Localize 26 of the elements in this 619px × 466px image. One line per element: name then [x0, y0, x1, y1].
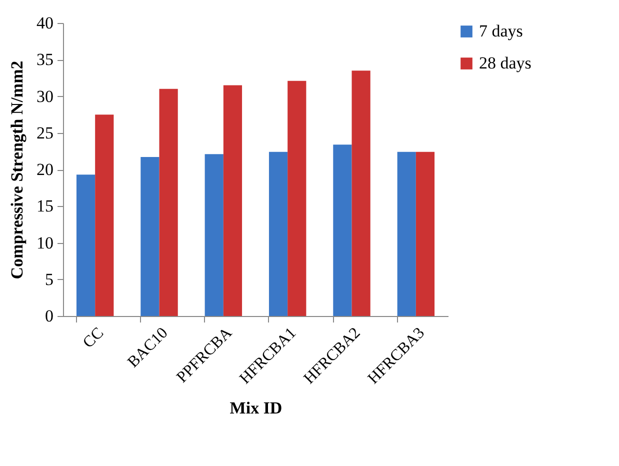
x-tick-label: CC — [80, 324, 108, 352]
y-tick-label: 15 — [36, 196, 54, 216]
bar — [204, 154, 224, 316]
y-tick-label: 35 — [36, 50, 54, 70]
bar — [397, 152, 416, 316]
x-axis-title: Mix ID — [230, 398, 282, 418]
bar — [223, 85, 242, 316]
y-tick-label: 5 — [45, 270, 54, 289]
bar — [159, 88, 178, 316]
legend-label: 7 days — [479, 22, 523, 40]
bar — [268, 152, 288, 316]
y-tick-label: 0 — [45, 306, 54, 326]
y-tick-label: 40 — [36, 14, 54, 32]
bar — [140, 157, 160, 316]
bar — [352, 70, 370, 316]
legend-label: 28 days — [479, 54, 532, 72]
y-tick-label: 25 — [36, 123, 54, 142]
y-tick-label: 20 — [36, 160, 54, 179]
bar — [95, 114, 114, 316]
bar — [333, 144, 352, 316]
bar — [416, 152, 435, 316]
y-tick-label: 10 — [36, 233, 54, 252]
bar — [288, 80, 306, 316]
bar — [76, 174, 96, 316]
y-axis-title: Compressive Strength N/mm2 — [8, 60, 26, 280]
y-tick-label: 30 — [36, 86, 54, 106]
